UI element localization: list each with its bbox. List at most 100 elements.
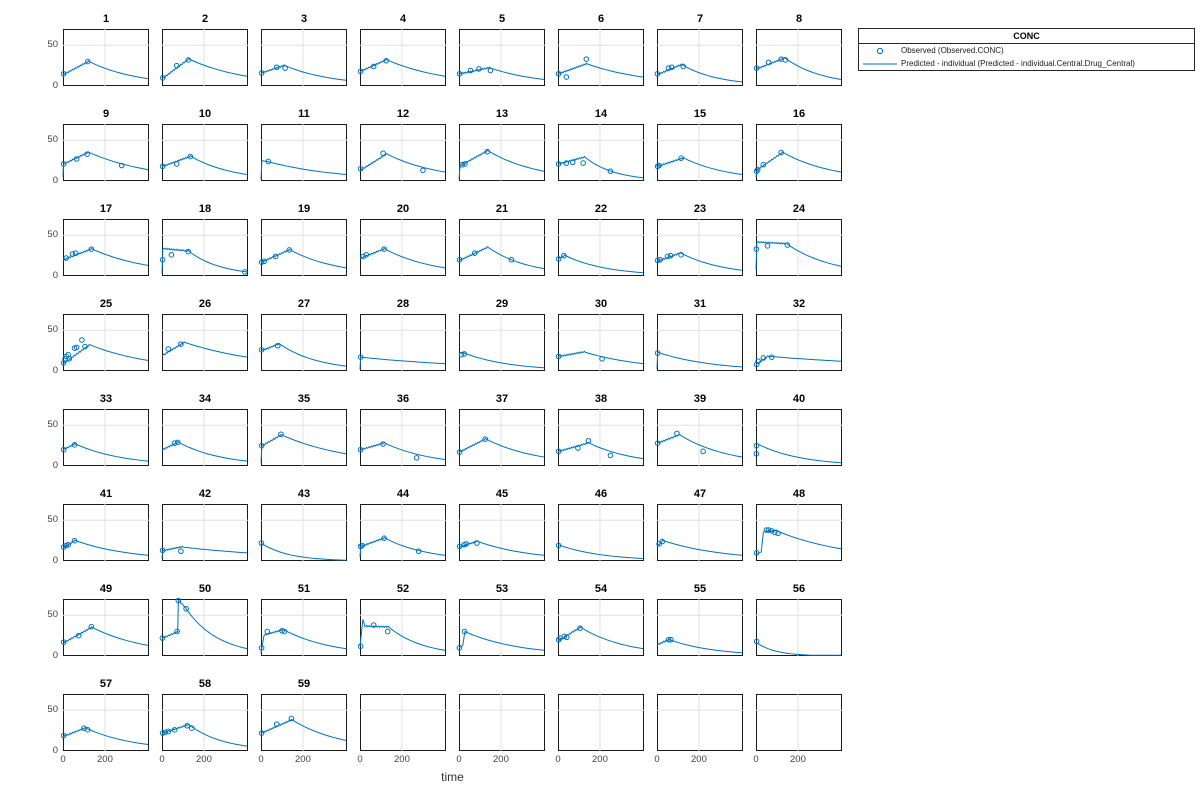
observed-point bbox=[84, 727, 91, 733]
observed-point bbox=[258, 645, 265, 651]
predicted-individual-line bbox=[656, 351, 742, 370]
subplot-plot-area bbox=[458, 314, 545, 371]
subplot-title: 4 bbox=[399, 13, 407, 25]
predicted-individual-line bbox=[359, 441, 446, 460]
observed-point bbox=[461, 351, 468, 357]
y-tick-label: 0 bbox=[52, 555, 58, 566]
subplot-plot-area bbox=[555, 504, 644, 561]
subplot-45 bbox=[456, 504, 545, 561]
subplot-plot-area bbox=[159, 219, 248, 276]
predicted-individual-line bbox=[557, 441, 644, 460]
observed-point bbox=[360, 253, 366, 260]
observed-point bbox=[272, 253, 279, 260]
observed-point bbox=[680, 63, 687, 70]
predicted-individual-line bbox=[260, 542, 346, 561]
y-tick-label: 50 bbox=[47, 514, 58, 526]
empty-plot-area bbox=[360, 694, 446, 751]
subplot-38 bbox=[555, 409, 644, 466]
observed-point bbox=[555, 448, 562, 455]
subplot-title: 40 bbox=[792, 393, 806, 405]
subplot-title: 27 bbox=[297, 298, 311, 310]
subplot-54 bbox=[555, 599, 644, 656]
observed-point bbox=[585, 437, 592, 444]
subplot-40 bbox=[753, 409, 842, 466]
subplot-plot-area bbox=[753, 124, 842, 181]
subplot-36 bbox=[357, 409, 446, 466]
observed-point bbox=[555, 256, 562, 262]
observed-point bbox=[75, 632, 82, 639]
predicted-individual-line bbox=[755, 642, 841, 656]
observed-point bbox=[654, 350, 661, 356]
subplot-plot-area bbox=[258, 599, 347, 656]
subplot-title: 53 bbox=[495, 583, 509, 595]
y-tick-label: 0 bbox=[52, 175, 58, 186]
observed-point bbox=[162, 729, 168, 736]
subplot-title: 24 bbox=[792, 203, 806, 215]
predicted-individual-line bbox=[161, 723, 248, 747]
subplot-plot-area bbox=[555, 124, 644, 181]
observed-point bbox=[456, 543, 463, 550]
observed-point bbox=[482, 436, 489, 442]
subplot-plot-area bbox=[456, 504, 545, 561]
observed-point bbox=[288, 715, 295, 722]
subplot-plot-area bbox=[753, 599, 842, 656]
x-tick-label: 0 bbox=[555, 754, 561, 765]
subplot-title: 50 bbox=[198, 583, 212, 595]
subplot-title: 16 bbox=[792, 108, 806, 120]
predicted-individual-line bbox=[359, 619, 446, 651]
subplot-title: 45 bbox=[495, 488, 509, 500]
observed-point bbox=[71, 537, 78, 544]
observed-point bbox=[357, 354, 364, 360]
observed-point bbox=[659, 538, 666, 545]
subplot-24 bbox=[753, 219, 842, 276]
observed-point bbox=[185, 57, 192, 63]
subplot-plot-area bbox=[753, 29, 842, 86]
subplot-plot-area bbox=[258, 219, 347, 276]
subplot-title: 51 bbox=[297, 583, 311, 595]
observed-point bbox=[159, 163, 166, 170]
subplot-57 bbox=[60, 694, 149, 751]
observed-point bbox=[173, 161, 180, 167]
predicted-individual-line bbox=[260, 64, 347, 81]
subplot-plot-area bbox=[456, 599, 545, 656]
subplot-title: 29 bbox=[495, 298, 509, 310]
observed-point bbox=[88, 623, 95, 630]
subplot-49 bbox=[60, 599, 149, 656]
legend-entry-observed: Observed (Observed.CONC) bbox=[859, 44, 1194, 57]
subplot-14 bbox=[555, 124, 644, 181]
subplot-plot-area bbox=[753, 314, 842, 371]
observed-point bbox=[665, 65, 672, 71]
observed-point bbox=[66, 355, 73, 362]
subplot-plot-area bbox=[258, 409, 347, 466]
observed-point bbox=[60, 446, 67, 453]
observed-point bbox=[456, 70, 463, 77]
observed-point bbox=[555, 353, 562, 360]
observed-point bbox=[753, 450, 760, 457]
observed-point bbox=[258, 259, 265, 265]
predicted-individual-line bbox=[755, 355, 841, 366]
subplot-title: 43 bbox=[297, 488, 311, 500]
subplot-plot-area bbox=[753, 504, 842, 561]
observed-point bbox=[461, 628, 468, 635]
predicted-individual-line bbox=[161, 545, 247, 558]
subplot-title: 36 bbox=[396, 393, 410, 405]
subplot-title: 8 bbox=[795, 13, 803, 25]
observed-point bbox=[84, 151, 90, 157]
subplot-41 bbox=[60, 504, 149, 561]
subplot-title: 44 bbox=[396, 488, 410, 500]
subplot-plot-area bbox=[60, 504, 149, 561]
subplot-title: 54 bbox=[594, 583, 608, 595]
observed-point bbox=[456, 256, 463, 263]
observed-point bbox=[753, 550, 760, 556]
observed-point bbox=[456, 449, 463, 455]
predicted-individual-line bbox=[359, 356, 445, 370]
predicted-individual-line bbox=[260, 248, 347, 269]
subplot-42 bbox=[159, 504, 248, 561]
subplot-plot-area bbox=[60, 314, 149, 371]
subplot-title: 37 bbox=[495, 393, 509, 405]
subplot-plot-area bbox=[456, 219, 545, 276]
observed-point bbox=[63, 255, 69, 261]
subplot-plot-area bbox=[357, 29, 446, 86]
predicted-individual-line bbox=[755, 529, 842, 555]
observed-point bbox=[381, 535, 387, 542]
